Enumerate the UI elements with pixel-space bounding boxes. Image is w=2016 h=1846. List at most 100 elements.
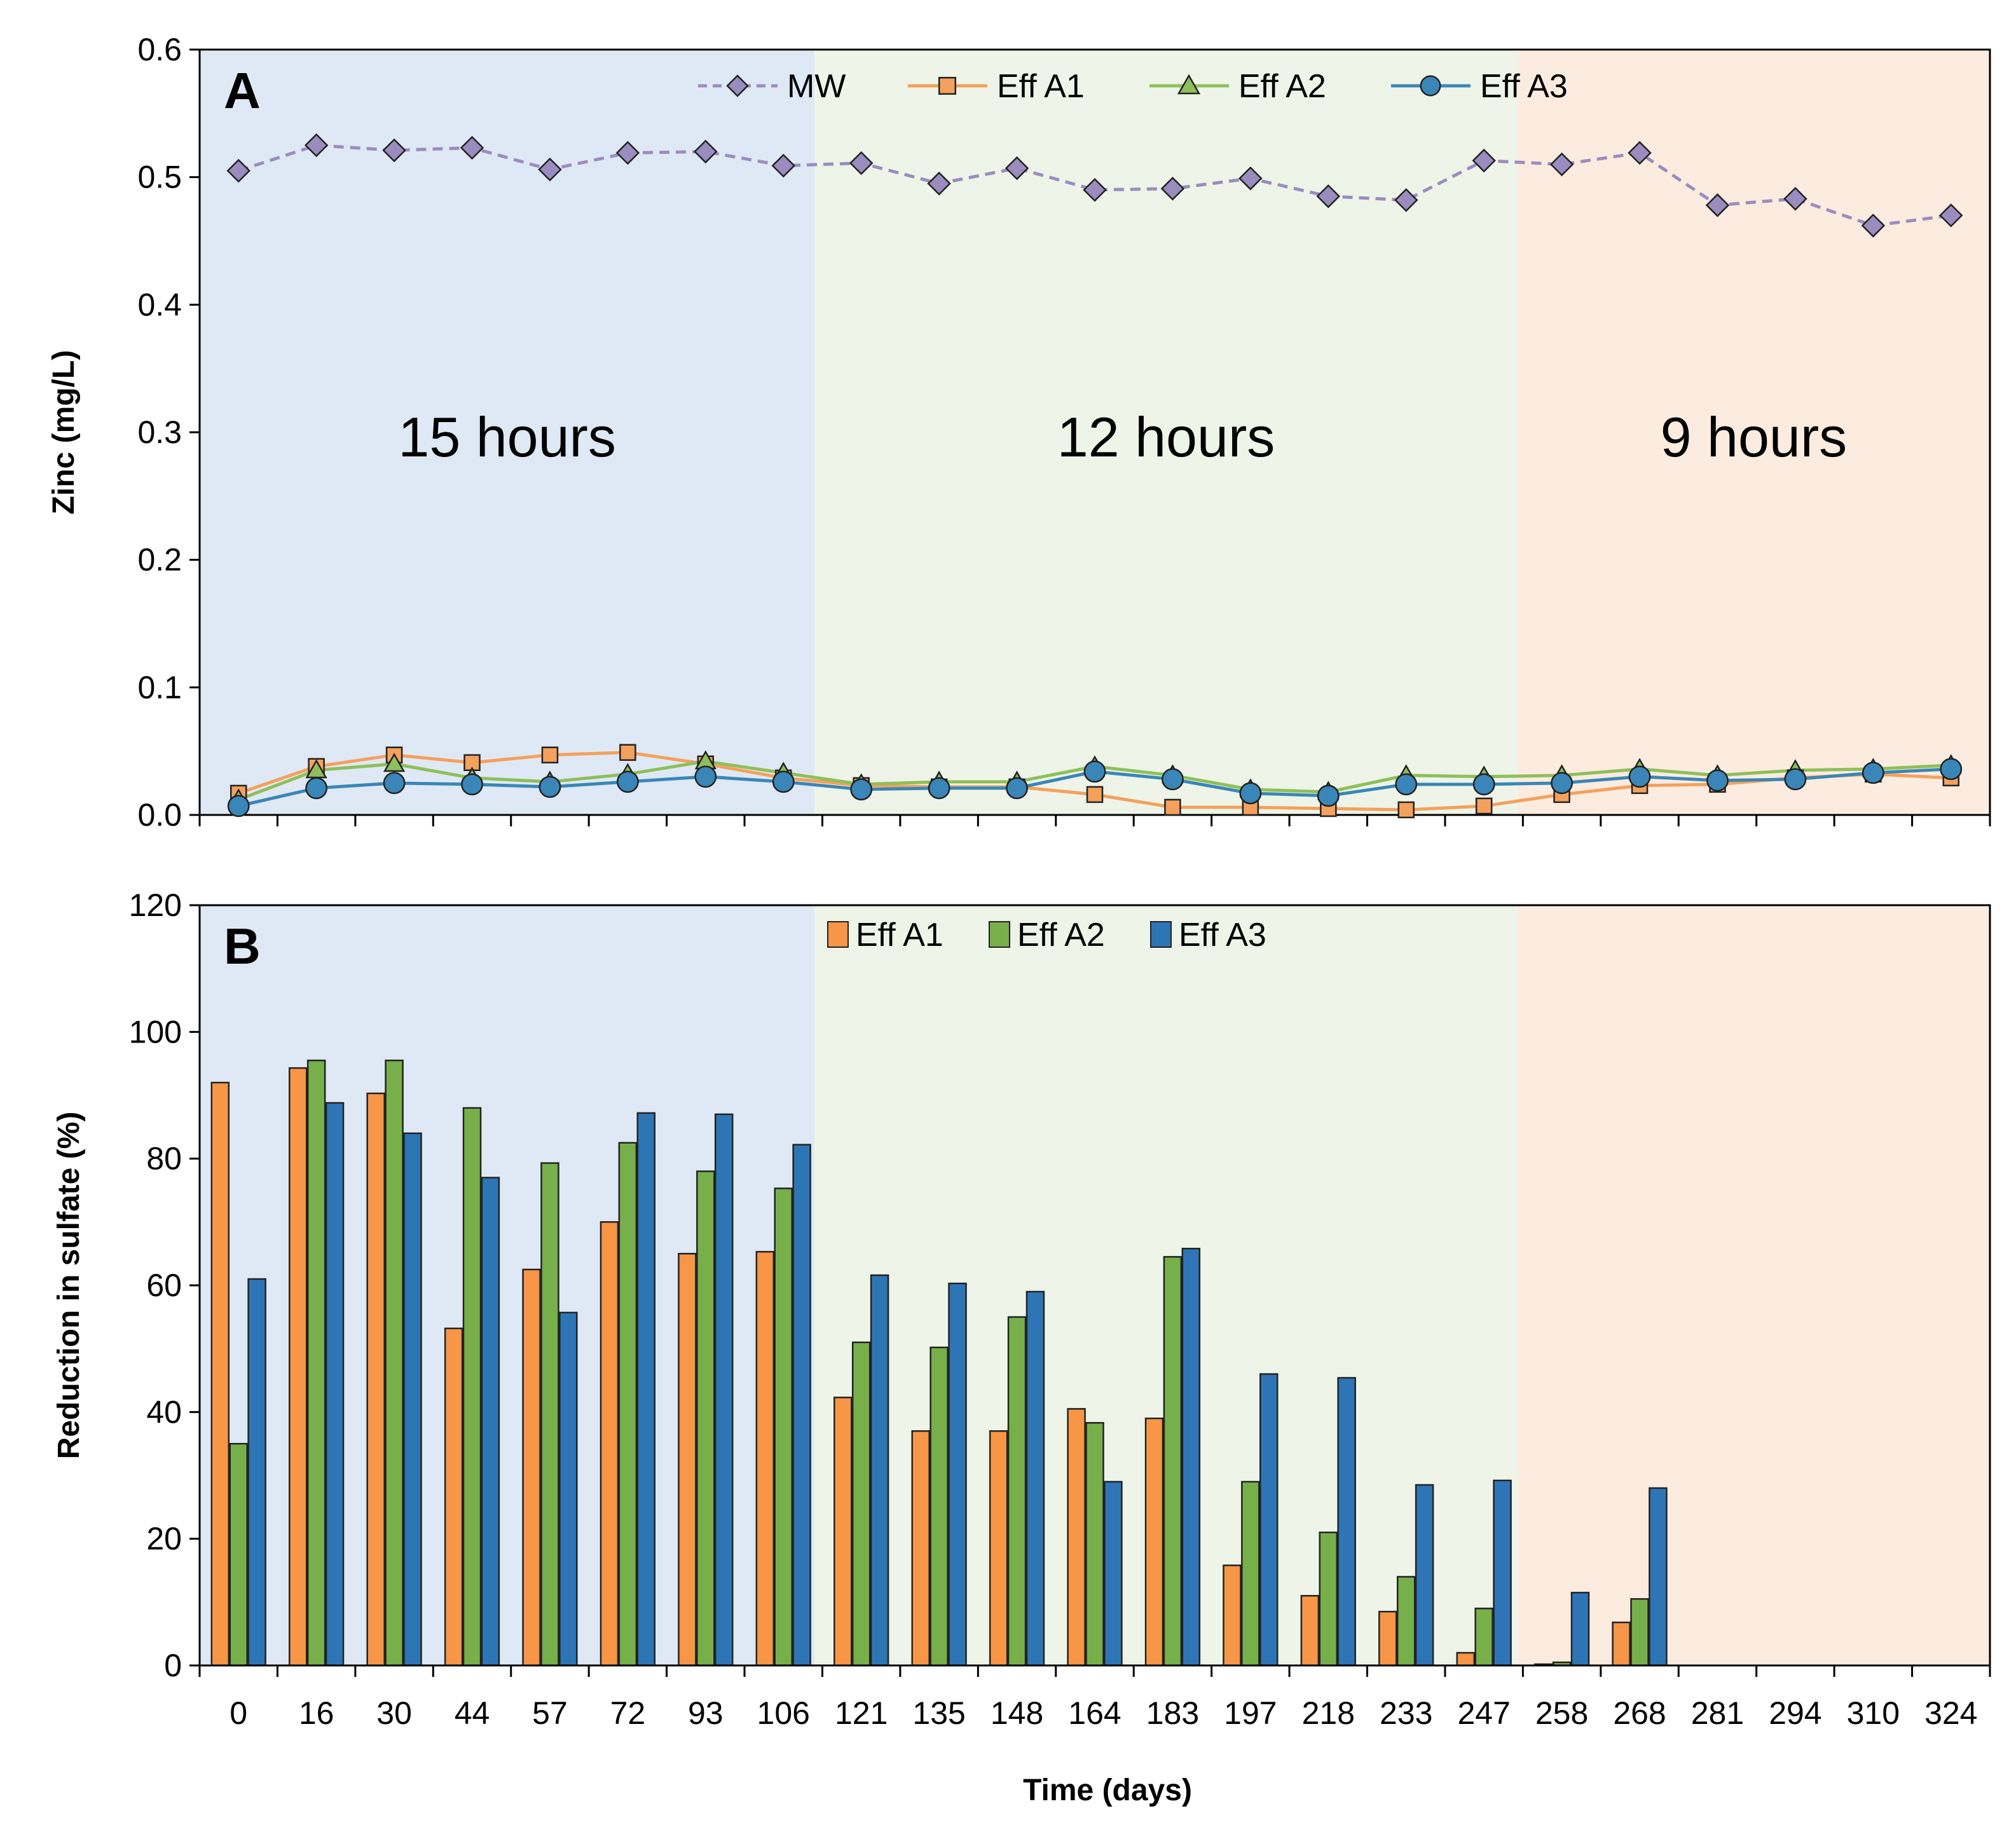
panel-b-bar-0-18 [1612,1621,1631,1667]
panel-a-point-3-12 [1162,768,1184,791]
panel-b-bar-0-3 [444,1327,463,1667]
panel-b-y-axis-title: Reduction in sulfate (%) [52,1112,86,1460]
panel-a-point-0-4 [538,157,562,182]
panel-a-point-3-14 [1317,784,1340,807]
panel-b-bar-2-3 [481,1177,500,1667]
panel-b-bar-0-16 [1456,1651,1476,1667]
panel-a-point-1-12 [1164,798,1181,816]
panel-b-bar-1-16 [1474,1608,1493,1667]
panel-b-xtick-label: 218 [1302,1695,1355,1731]
panel-b-xtick-label: 247 [1457,1695,1510,1731]
panel-a-point-3-1 [305,777,328,800]
panel-a-legend-label-1: Eff A1 [997,68,1085,105]
panel-b-bar-1-4 [540,1162,559,1667]
panel-b-legend-swatch-1 [989,921,1010,948]
panel-b-bar-1-15 [1396,1576,1416,1667]
panel-b-bar-2-0 [247,1278,266,1667]
panel-a-point-1-15 [1397,801,1415,819]
panel-b-sulfate-chart: 0 20 40 60 80 100 120 0 16 30 44 57 72 93 106 121 135 148… [52,887,1991,1807]
panel-b-bar-0-2 [366,1092,385,1667]
panel-b-bar-2-11 [1104,1480,1123,1667]
panel-b-bar-0-9 [911,1430,930,1667]
panel-b-xtick-label: 30 [376,1695,412,1731]
panel-a-regime-band-0 [200,50,815,815]
panel-b-ytick-label: 60 [146,1268,182,1303]
panel-a-point-3-6 [694,765,717,788]
panel-a-point-3-13 [1239,782,1262,805]
panel-a-legend-marker-1 [938,76,957,95]
panel-b-bar-0-15 [1378,1611,1397,1667]
panel-b-bar-0-4 [522,1268,541,1667]
panel-b-legend-label-0: Eff A1 [856,917,943,954]
panel-a-y-axis-title: Zinc (mg/L) [47,350,81,515]
panel-a-point-0-5 [615,140,640,165]
panel-a-point-0-3 [460,135,484,160]
panel-a-point-3-8 [850,778,873,801]
panel-b-letter: B [224,918,261,974]
panel-a-point-3-16 [1472,773,1495,796]
panel-a-point-0-0 [226,158,250,183]
panel-a-point-0-12 [1160,176,1185,201]
panel-a-point-3-3 [461,773,483,796]
panel-b-bar-1-0 [229,1442,248,1667]
panel-a-point-3-9 [928,777,950,800]
panel-b-ytick-label: 80 [146,1141,182,1177]
panel-b-xtick-label: 44 [455,1695,490,1731]
panel-a-letter: A [224,62,261,119]
panel-b-xtick-label: 57 [532,1695,568,1731]
panel-a-point-3-10 [1006,777,1028,800]
panel-a-legend-label-2: Eff A2 [1238,68,1326,105]
panel-a-point-0-14 [1316,184,1341,209]
panel-b-bar-0-10 [989,1430,1008,1667]
panel-a-point-0-22 [1939,203,1963,228]
panel-a-point-1-5 [619,744,636,761]
panel-a-point-0-9 [927,171,951,196]
panel-b-xtick-label: 324 [1924,1695,1977,1731]
panel-b-xtick-label: 72 [610,1695,646,1731]
panel-a-point-3-11 [1083,760,1106,783]
panel-b-bar-2-6 [714,1113,734,1667]
panel-a-point-3-20 [1784,768,1807,791]
panel-b-bar-1-3 [462,1107,482,1667]
panel-a-point-0-2 [382,138,406,163]
panel-b-legend-swatch-2 [1150,921,1172,948]
panel-b-xtick-label: 121 [835,1695,888,1731]
panel-b-bar-2-15 [1415,1484,1434,1667]
panel-a-point-0-18 [1628,140,1652,165]
panel-b-bar-2-10 [1025,1290,1045,1667]
panel-b-bar-0-13 [1223,1564,1242,1667]
panel-a-point-3-15 [1395,773,1418,796]
panel-b-bar-2-17 [1570,1592,1590,1667]
panel-b-ytick-label: 0 [164,1648,182,1683]
panel-a-point-0-21 [1861,214,1886,238]
panel-b-xtick-label: 294 [1769,1695,1821,1731]
panel-a-ytick-label: 0.1 [137,669,182,705]
panel-b-bar-2-14 [1337,1377,1356,1667]
panel-b-bar-2-2 [403,1132,422,1667]
panel-a-point-3-2 [383,772,406,795]
panel-b-xtick-label: 233 [1380,1695,1432,1731]
panel-b-xtick-label: 16 [299,1695,334,1731]
panel-a-point-0-6 [694,139,718,164]
panel-a-point-0-15 [1394,188,1418,212]
panel-a-regime-band-2 [1517,50,1990,815]
panel-b-bar-2-12 [1181,1247,1201,1667]
panel-a-point-3-0 [227,795,250,817]
panel-b-bar-0-12 [1144,1418,1164,1667]
panel-b-legend-label-1: Eff A2 [1017,917,1105,954]
panel-b-bar-1-18 [1630,1598,1649,1667]
panel-b-bar-1-7 [774,1187,793,1667]
panel-a-point-0-8 [849,151,874,175]
panel-a-legend-marker-0 [726,74,749,97]
panel-b-bar-1-14 [1319,1531,1338,1667]
panel-b-bar-1-13 [1241,1480,1260,1667]
panel-a-point-0-19 [1705,193,1730,217]
panel-b-xtick-label: 281 [1691,1695,1744,1731]
panel-a-regime-band-1 [814,50,1518,815]
panel-b-xtick-label: 183 [1146,1695,1199,1731]
panel-a-legend-label-0: MW [787,68,846,105]
panel-a-point-0-7 [771,153,796,178]
panel-b-xtick-label: 135 [912,1695,965,1731]
panel-b-xtick-label: 164 [1068,1695,1121,1731]
